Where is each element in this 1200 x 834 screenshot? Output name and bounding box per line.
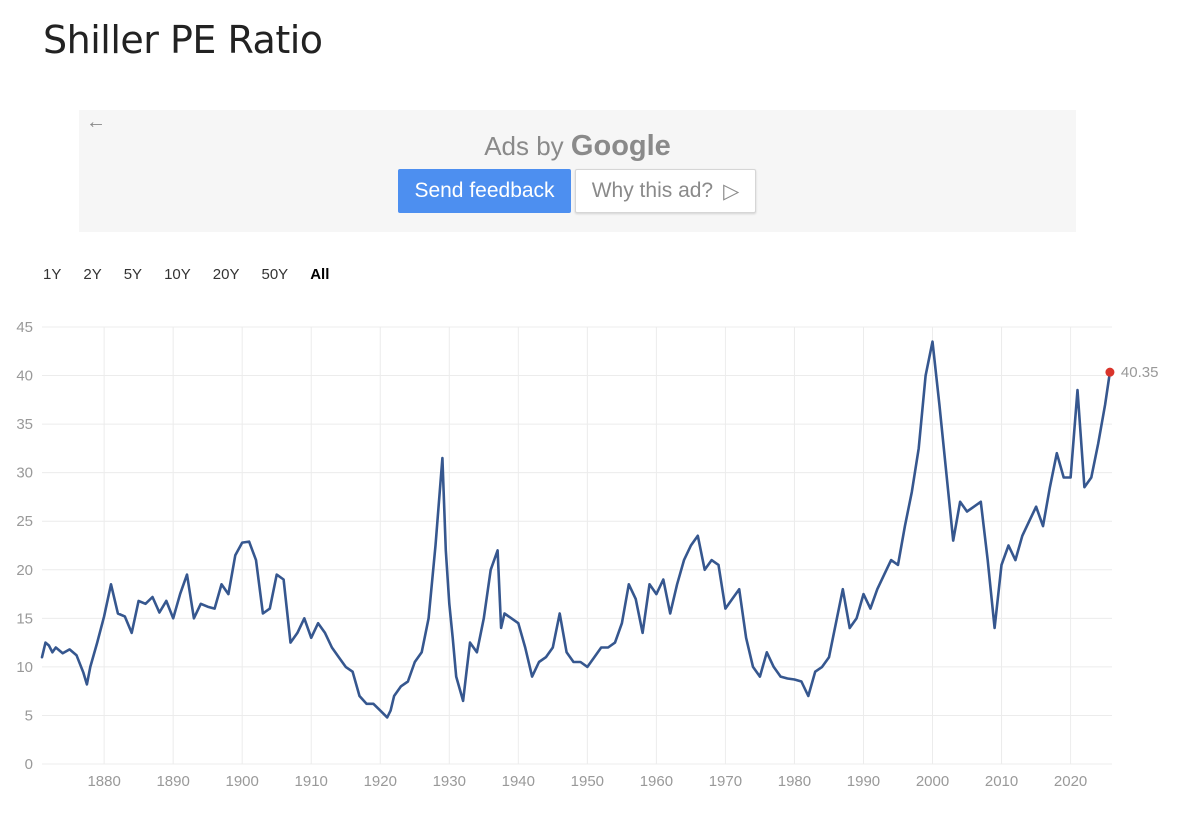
shiller-pe-chart: 0 5 10 15 20 25 30 35 40 45 1880 1890 1900 1910 1920 19… bbox=[16, 319, 1159, 790]
range-tab-5y[interactable]: 5Y bbox=[123, 266, 143, 283]
range-tab-1y[interactable]: 1Y bbox=[43, 266, 62, 283]
x-tick-label: 1920 bbox=[364, 773, 397, 790]
why-this-ad-label: Why this ad? bbox=[591, 179, 714, 202]
y-tick-label: 20 bbox=[16, 562, 33, 579]
x-tick-label: 1910 bbox=[295, 773, 328, 790]
x-tick-label: 1940 bbox=[502, 773, 535, 790]
adchoices-icon: ▷ bbox=[723, 179, 740, 203]
range-tab-2y[interactable]: 2Y bbox=[83, 266, 102, 283]
y-tick-label: 5 bbox=[25, 707, 33, 724]
last-value-label: 40.35 bbox=[1121, 364, 1159, 381]
y-tick-label: 45 bbox=[16, 319, 33, 336]
y-tick-label: 15 bbox=[16, 610, 33, 627]
x-tick-label: 1880 bbox=[87, 773, 120, 790]
x-tick-label: 1980 bbox=[778, 773, 811, 790]
pe-ratio-series-line bbox=[40, 340, 1112, 719]
last-value-point[interactable] bbox=[1105, 367, 1115, 377]
x-tick-label: 1900 bbox=[226, 773, 259, 790]
y-tick-label: 10 bbox=[16, 659, 33, 676]
y-tick-label: 30 bbox=[16, 465, 33, 482]
x-tick-label: 2010 bbox=[985, 773, 1018, 790]
y-tick-label: 25 bbox=[16, 513, 33, 530]
y-tick-label: 35 bbox=[16, 416, 33, 433]
x-tick-label: 2000 bbox=[916, 773, 949, 790]
range-tab-50y[interactable]: 50Y bbox=[261, 266, 289, 283]
back-arrow-icon[interactable]: ← bbox=[86, 111, 106, 133]
x-tick-label: 1890 bbox=[156, 773, 189, 790]
why-this-ad-button[interactable]: Why this ad? ▷ bbox=[575, 169, 756, 213]
range-selector: 1Y 2Y 5Y 10Y 20Y 50Y All bbox=[43, 266, 351, 283]
x-tick-label: 1950 bbox=[571, 773, 604, 790]
send-feedback-button[interactable]: Send feedback bbox=[398, 169, 571, 213]
ads-by-text: Ads by bbox=[484, 131, 564, 161]
ad-banner: ← Ads by Google Send feedback Why this a… bbox=[79, 110, 1076, 232]
page-title: Shiller PE Ratio bbox=[43, 18, 323, 62]
x-tick-label: 1930 bbox=[433, 773, 466, 790]
x-tick-label: 2020 bbox=[1054, 773, 1087, 790]
y-tick-label: 0 bbox=[25, 756, 33, 773]
range-tab-20y[interactable]: 20Y bbox=[212, 266, 240, 283]
range-tab-all[interactable]: All bbox=[310, 266, 330, 283]
google-logo: Google bbox=[570, 130, 671, 162]
x-tick-label: 1990 bbox=[847, 773, 880, 790]
ads-by-google-label: Ads by Google bbox=[79, 130, 1076, 163]
x-tick-label: 1970 bbox=[709, 773, 742, 790]
x-tick-label: 1960 bbox=[640, 773, 673, 790]
y-tick-label: 40 bbox=[16, 368, 33, 385]
range-tab-10y[interactable]: 10Y bbox=[164, 266, 191, 283]
